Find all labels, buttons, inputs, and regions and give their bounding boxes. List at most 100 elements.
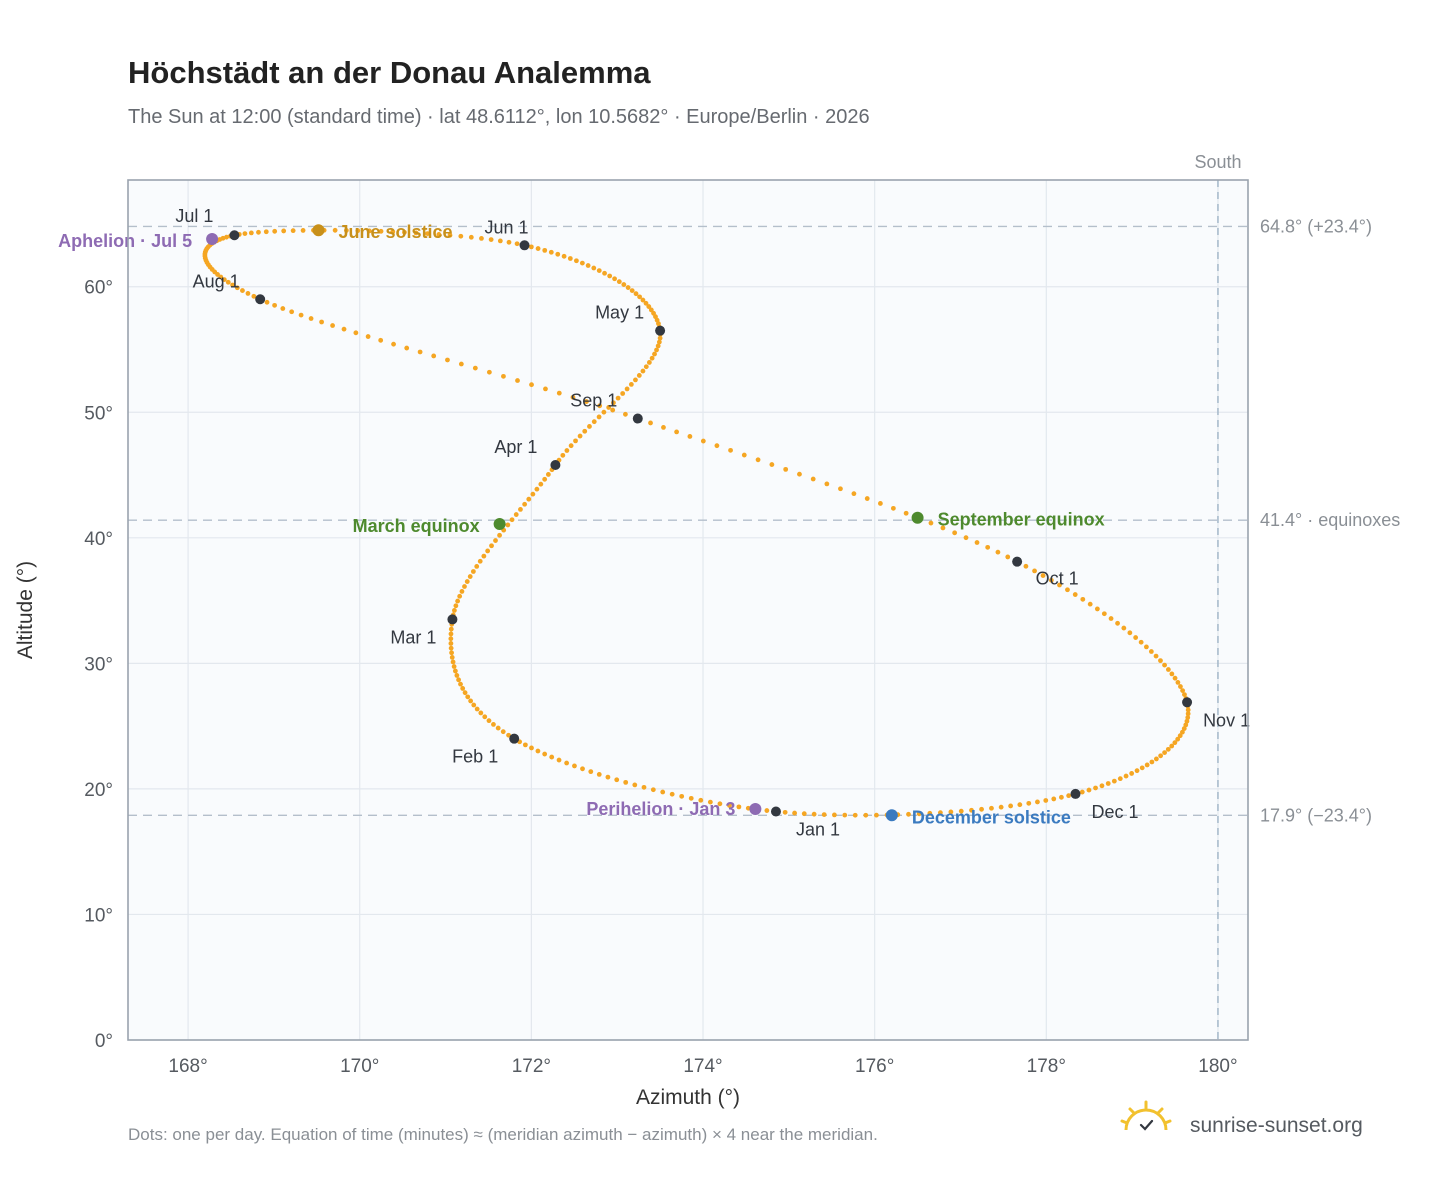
event-markers: Aphelion · Jul 5 June solstice March equin… — [58, 222, 1105, 827]
day-dot — [240, 288, 245, 293]
day-dot — [462, 584, 467, 589]
day-dot — [221, 277, 227, 283]
meridian-label: South — [1194, 152, 1241, 172]
month-label: Jun 1 — [484, 217, 528, 237]
event-label: March equinox — [353, 516, 480, 536]
day-dot — [610, 407, 616, 413]
day-dot — [1180, 688, 1186, 694]
day-dot — [1123, 773, 1129, 779]
day-dot — [1008, 803, 1014, 809]
day-dot — [509, 517, 515, 523]
day-dot — [1059, 794, 1064, 800]
day-dot — [832, 812, 837, 818]
day-dot — [612, 276, 617, 282]
day-dot — [596, 772, 602, 777]
day-dot — [482, 714, 488, 720]
day-dot — [448, 636, 454, 642]
day-dot — [567, 256, 573, 261]
x-tick-label: 170° — [340, 1056, 379, 1077]
day-dot — [256, 229, 261, 235]
month-marker — [229, 230, 240, 241]
day-dot — [649, 355, 655, 361]
day-dot — [529, 382, 534, 388]
y-tick-label: 60° — [84, 278, 113, 299]
day-dot — [640, 297, 646, 303]
month-label: Mar 1 — [390, 627, 436, 647]
day-dot — [580, 766, 585, 772]
day-dot — [1162, 662, 1167, 668]
day-dot — [528, 244, 534, 250]
day-dot — [810, 476, 816, 482]
y-tick-label: 20° — [84, 780, 113, 801]
day-dot — [1040, 573, 1046, 578]
day-dot — [458, 233, 464, 239]
day-dot — [365, 334, 371, 339]
day-dot — [264, 299, 270, 305]
day-dot — [542, 247, 548, 253]
day-dot — [404, 345, 410, 351]
day-dot — [698, 797, 704, 803]
day-dot — [620, 391, 626, 396]
month-marker — [632, 413, 643, 424]
event-marker — [749, 802, 762, 815]
day-dot — [736, 804, 742, 810]
day-dot — [906, 811, 911, 817]
day-dot — [560, 452, 566, 458]
day-dot — [458, 361, 464, 367]
day-dot — [611, 400, 616, 406]
month-label: Jul 1 — [175, 206, 213, 226]
day-dot — [341, 326, 347, 332]
day-dot — [660, 789, 666, 795]
day-dot — [570, 394, 576, 400]
month-marker — [1012, 556, 1023, 567]
day-dot — [596, 414, 602, 420]
event-marker — [911, 511, 924, 524]
day-dot — [1129, 771, 1135, 776]
day-dot — [1032, 568, 1037, 574]
day-dot — [661, 424, 666, 430]
y-tick-label: 50° — [84, 403, 113, 424]
day-dot — [688, 795, 694, 801]
day-dot — [390, 229, 396, 235]
day-dot — [863, 812, 869, 818]
plot-frame — [127, 179, 1249, 1041]
day-dot — [486, 718, 492, 724]
day-dot — [606, 405, 612, 410]
y-tick-label: 30° — [84, 654, 113, 675]
month-label: Dec 1 — [1091, 802, 1138, 822]
day-dot — [402, 229, 407, 235]
day-dot — [472, 365, 478, 371]
day-dot — [624, 386, 630, 392]
day-dot — [460, 686, 466, 691]
y-axis-label: Altitude (°) — [14, 561, 37, 659]
day-dot — [940, 525, 946, 531]
day-dot — [643, 300, 649, 306]
day-dot — [1153, 756, 1159, 762]
day-dot — [522, 501, 528, 507]
day-dot — [225, 279, 231, 285]
month-marker — [447, 614, 458, 625]
day-dot — [1127, 630, 1133, 636]
day-dot — [1172, 675, 1178, 681]
day-dot — [548, 249, 554, 255]
day-dot — [522, 742, 528, 748]
y-tick-label: 10° — [84, 905, 113, 926]
day-dot — [1185, 711, 1191, 717]
day-dot — [998, 804, 1004, 810]
day-dot — [319, 319, 324, 325]
day-dot — [864, 496, 870, 501]
day-dot — [280, 306, 286, 311]
day-dot — [1108, 616, 1114, 621]
brand-name[interactable]: sunrise-sunset.org — [1190, 1114, 1363, 1137]
day-dot — [632, 782, 638, 788]
day-dot — [995, 549, 1001, 555]
day-dot — [1099, 783, 1105, 789]
day-dot — [1158, 658, 1163, 664]
day-dot — [529, 745, 534, 751]
day-dot — [1117, 776, 1123, 782]
day-dot — [481, 553, 487, 559]
day-dot — [1181, 726, 1187, 731]
day-dot — [1148, 649, 1154, 654]
day-dot — [366, 228, 372, 234]
sun-check-icon — [1120, 1100, 1172, 1131]
